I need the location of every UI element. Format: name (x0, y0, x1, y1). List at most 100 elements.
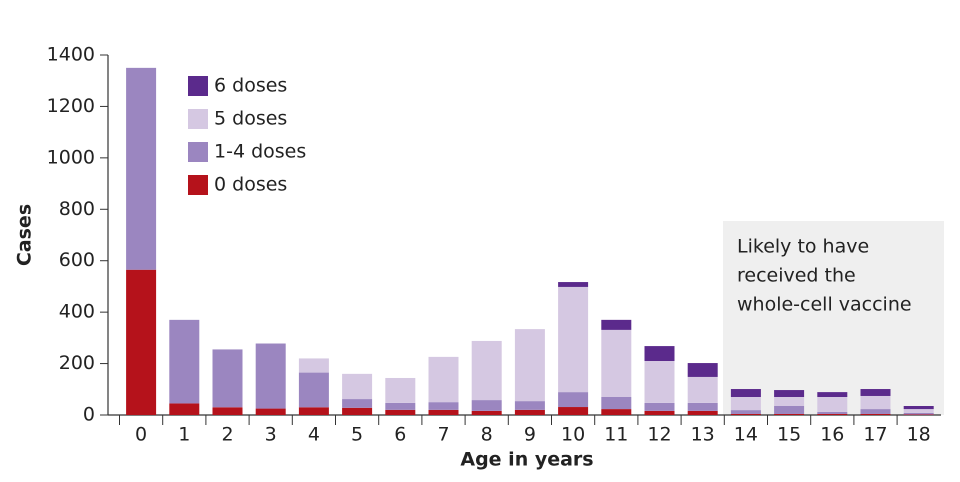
y-tick-label: 1000 (47, 146, 95, 168)
x-tick-label: 15 (777, 424, 801, 446)
x-tick-label: 12 (647, 424, 671, 446)
bar-segment (471, 400, 502, 411)
x-tick-label: 2 (221, 424, 233, 446)
bar-segment (471, 410, 502, 415)
annotation: whole-cell vaccine (737, 294, 912, 316)
bar-segment (558, 286, 589, 393)
x-tick-label: 5 (351, 424, 363, 446)
legend-swatch (188, 109, 208, 129)
bar-segment (514, 329, 545, 402)
bar-segment (385, 409, 416, 415)
x-tick-label: 14 (734, 424, 758, 446)
bar-segment (730, 413, 761, 415)
bar-segment (428, 356, 459, 403)
bar-segment (342, 399, 373, 408)
bar-segment (730, 397, 761, 411)
x-tick-label: 3 (265, 424, 277, 446)
bar-segment (558, 407, 589, 415)
x-tick-label: 16 (820, 424, 844, 446)
bar-segment (687, 402, 718, 411)
bar-segment (601, 409, 632, 415)
bar-segment (255, 408, 286, 415)
x-tick-label: 8 (481, 424, 493, 446)
bar-segment (126, 269, 157, 415)
bar-segment (730, 410, 761, 414)
legend-swatch (188, 175, 208, 195)
bar-segment (860, 395, 891, 410)
bar-segment (514, 409, 545, 415)
y-axis-title: Cases (14, 204, 36, 266)
legend-label: 0 doses (214, 174, 287, 196)
bar-segment (860, 409, 891, 414)
bar-segment (687, 376, 718, 403)
bar-segment (342, 407, 373, 415)
bar-segment (644, 402, 675, 411)
x-tick-label: 0 (135, 424, 147, 446)
bar-segment (601, 329, 632, 397)
bar-segment (774, 413, 805, 415)
x-tick-label: 9 (524, 424, 536, 446)
bar-segment (298, 407, 329, 415)
x-tick-label: 10 (561, 424, 585, 446)
bar-segment (687, 363, 718, 377)
x-tick-label: 7 (437, 424, 449, 446)
y-tick-label: 600 (59, 249, 95, 271)
x-tick-label: 13 (691, 424, 715, 446)
legend-swatch (188, 142, 208, 162)
bar-segment (601, 397, 632, 410)
bar-segment (903, 406, 934, 410)
legend-label: 6 doses (214, 75, 287, 97)
bar-segment (817, 413, 848, 415)
bar-segment (860, 413, 891, 415)
legend-label: 5 doses (214, 108, 287, 130)
bar-segment (817, 392, 848, 397)
bar-segment (169, 319, 200, 404)
y-tick-label: 1400 (47, 44, 95, 66)
x-tick-label: 4 (308, 424, 320, 446)
y-tick-label: 0 (83, 404, 95, 426)
bar-segment (687, 410, 718, 415)
y-tick-label: 400 (59, 301, 95, 323)
bar-segment (903, 409, 934, 413)
bar-segment (471, 340, 502, 401)
bar-segment (644, 410, 675, 415)
legend-swatch (188, 76, 208, 96)
x-axis-title: Age in years (460, 449, 593, 471)
bar-segment (774, 390, 805, 397)
bar-segment (428, 409, 459, 415)
bar-segment (644, 361, 675, 403)
bar-segment (558, 392, 589, 408)
annotation: received the (737, 265, 856, 287)
bar-segment (558, 282, 589, 287)
bar-segment (212, 349, 243, 408)
bar-segment (774, 406, 805, 414)
bar-segment (644, 346, 675, 361)
bar-segment (817, 411, 848, 414)
bar-segment (601, 319, 632, 330)
bar-segment (730, 389, 761, 397)
bar-segment (126, 67, 157, 270)
bar-segment (255, 343, 286, 409)
bar-segment (212, 407, 243, 415)
bar-segment (385, 377, 416, 403)
y-tick-label: 1200 (47, 95, 95, 117)
annotation: Likely to have (737, 236, 869, 258)
bar-segment (385, 402, 416, 410)
bar-segment (774, 397, 805, 406)
bar-segment (860, 389, 891, 396)
bar-segment (298, 358, 329, 373)
x-tick-label: 18 (907, 424, 931, 446)
x-tick-label: 17 (863, 424, 887, 446)
x-tick-label: 11 (604, 424, 628, 446)
x-tick-label: 6 (394, 424, 406, 446)
y-tick-label: 200 (59, 352, 95, 374)
x-tick-label: 1 (178, 424, 190, 446)
bar-segment (903, 414, 934, 415)
bar-segment (903, 412, 934, 415)
y-tick-label: 800 (59, 198, 95, 220)
bar-segment (169, 403, 200, 415)
bar-segment (428, 402, 459, 410)
bar-segment (817, 397, 848, 412)
legend-label: 1-4 doses (214, 141, 306, 163)
